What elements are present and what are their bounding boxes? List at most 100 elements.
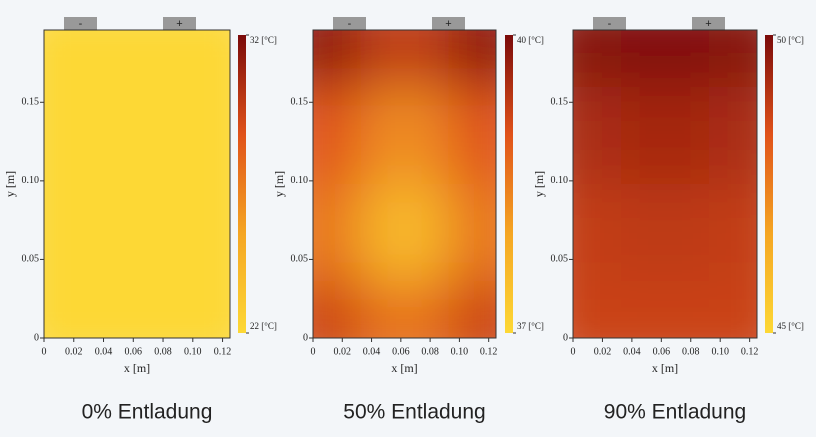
y-tick-label: 0.15 [551,97,569,108]
x-tick-label: 0.10 [711,346,729,357]
heat-cell [44,281,94,338]
heat-cell [709,87,757,185]
heat-cell [448,184,496,282]
heat-cell [709,281,757,338]
heat-cell [44,87,94,185]
x-tick-label: 0.06 [125,346,143,357]
panel-caption: 0% Entladung [82,401,213,424]
x-tick-label: 0 [571,346,576,357]
heat-cell [621,30,710,88]
y-axis-label: y [m] [3,171,17,197]
y-tick-label: 0.05 [291,254,309,265]
terminal-label: + [176,18,182,30]
y-tick-label: 0.15 [22,97,40,108]
colorbar-tick-label: 32 [°C] [250,35,277,45]
terminal-label: - [608,18,612,30]
heat-cell [92,184,183,282]
terminal [163,17,196,31]
terminal [64,17,97,31]
colorbar [238,35,246,333]
heat-cell [448,30,496,88]
panel-caption: 50% Entladung [343,401,485,424]
y-tick-label: 0.10 [291,175,309,186]
terminal-label: + [445,18,451,30]
heat-cell [621,281,710,338]
heat-cell [573,281,622,338]
y-tick-label: 0.05 [22,254,40,265]
x-tick-label: 0.02 [594,346,612,357]
x-axis-label: x [m] [124,361,150,375]
y-tick-label: 0 [303,332,308,343]
x-tick-label: 0.10 [184,346,202,357]
heat-cell [573,30,622,88]
x-tick-label: 0.12 [214,346,232,357]
plot-frame [312,29,497,339]
heat-cell [181,30,230,88]
plot-frame [43,29,231,339]
heat-cell [709,184,757,282]
x-tick-label: 0.08 [682,346,700,357]
terminal-label: + [705,18,711,30]
x-tick-label: 0.02 [65,346,83,357]
panel-caption: 90% Entladung [604,401,746,424]
heat-cell [709,30,757,88]
heat-cell [313,281,362,338]
y-tick-label: 0.15 [291,97,309,108]
terminal-label: - [348,18,352,30]
y-axis-label: y [m] [532,171,546,197]
heat-cell [92,87,183,185]
heat-cell [360,184,450,282]
x-tick-label: 0 [42,346,47,357]
heat-cell [573,87,622,185]
y-axis-label: y [m] [272,171,286,197]
x-tick-label: 0 [311,346,316,357]
heat-cell [360,281,450,338]
terminal [593,17,626,31]
colorbar [505,35,513,333]
y-tick-label: 0.05 [551,254,569,265]
y-tick-label: 0 [563,332,568,343]
x-tick-label: 0.02 [334,346,352,357]
heat-cell [181,281,230,338]
plot-frame [572,29,758,339]
x-tick-label: 0.12 [741,346,759,357]
y-tick-label: 0.10 [551,175,569,186]
heat-cell [181,184,230,282]
heat-cell [92,30,183,88]
x-tick-label: 0.04 [363,346,381,357]
heat-cell [313,30,362,88]
heat-cell [92,281,183,338]
heat-cell [313,87,362,185]
x-axis-label: x [m] [391,361,417,375]
x-axis-label: x [m] [652,361,678,375]
x-tick-label: 0.04 [623,346,641,357]
colorbar [765,35,773,333]
x-tick-label: 0.08 [154,346,172,357]
heat-cell [621,184,710,282]
x-tick-label: 0.12 [480,346,498,357]
terminal [333,17,366,31]
x-tick-label: 0.10 [451,346,469,357]
colorbar-tick-label: 22 [°C] [250,321,277,331]
colorbar-tick-label: 45 [°C] [777,321,804,331]
heatmap [313,30,496,338]
x-tick-label: 0.04 [95,346,113,357]
colorbar-tick-label: 37 [°C] [517,321,544,331]
heat-cell [44,30,94,88]
heatmap-cells [44,30,230,338]
heatmap-cells [313,30,496,338]
terminal [692,17,725,31]
y-tick-label: 0 [34,332,39,343]
heatmap [44,30,230,338]
heat-cell [360,87,450,185]
colorbar-tick-label: 40 [°C] [517,35,544,45]
heat-cell [573,184,622,282]
heat-cell [360,30,450,88]
x-tick-label: 0.06 [392,346,410,357]
terminal [432,17,465,31]
heat-cell [448,281,496,338]
x-tick-label: 0.06 [653,346,671,357]
y-tick-label: 0.10 [22,175,40,186]
heat-cell [448,87,496,185]
